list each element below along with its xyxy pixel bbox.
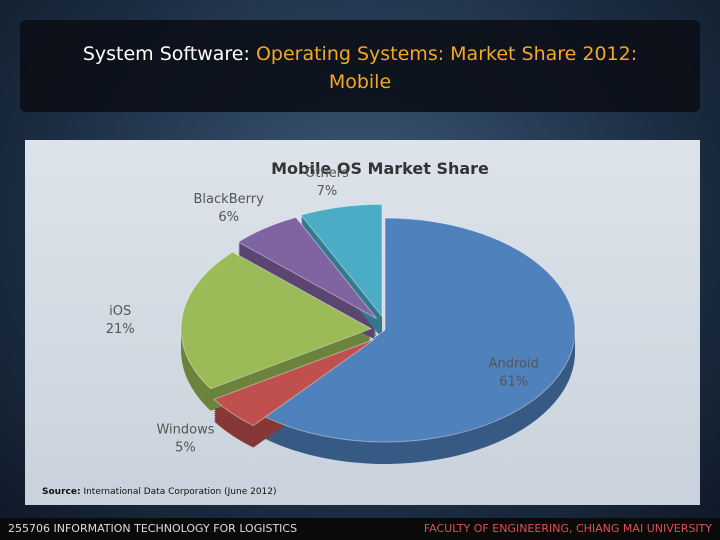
- slice-label: Android 61%: [489, 356, 539, 389]
- pie-slice: [180, 251, 373, 390]
- source-label: Source:: [42, 487, 81, 497]
- value-label: 5%: [175, 441, 196, 456]
- slice-label: Windows 5%: [156, 423, 214, 456]
- footer: 255706 INFORMATION TECHNOLOGY FOR LOGIST…: [0, 518, 720, 540]
- title-part: System Software:: [82, 43, 256, 65]
- title-part: Operating Systems: Market Share 2012: Mo…: [255, 43, 638, 93]
- pie-slice: [213, 338, 375, 427]
- pie-slice: [262, 217, 576, 443]
- slice-label: Others 7%: [305, 166, 349, 199]
- pie-slice: [300, 203, 383, 318]
- slice-label: iOS 21%: [106, 304, 135, 337]
- value-label: 6%: [218, 210, 239, 225]
- slice-label: BlackBerry 6%: [194, 192, 265, 225]
- category-label: Others: [305, 166, 349, 181]
- footer-left: 255706 INFORMATION TECHNOLOGY FOR LOGIST…: [8, 522, 298, 535]
- value-label: 7%: [317, 184, 338, 199]
- pie-slice: [237, 216, 378, 320]
- source-text: International Data Corporation (June 201…: [83, 487, 276, 497]
- category-label: iOS: [109, 304, 131, 319]
- source: Source: International Data Corporation (…: [42, 487, 277, 497]
- value-label: 21%: [106, 322, 135, 337]
- chart-title: Mobile OS Market Share: [271, 159, 489, 178]
- value-label: 61%: [499, 374, 528, 389]
- category-label: Android: [489, 356, 539, 371]
- category-label: BlackBerry: [194, 192, 265, 207]
- footer-right: FACULTY OF ENGINEERING, CHIANG MAI UNIVE…: [423, 522, 712, 535]
- slide-title: System Software: Operating Systems: Mark…: [20, 20, 700, 112]
- category-label: Windows: [156, 423, 214, 438]
